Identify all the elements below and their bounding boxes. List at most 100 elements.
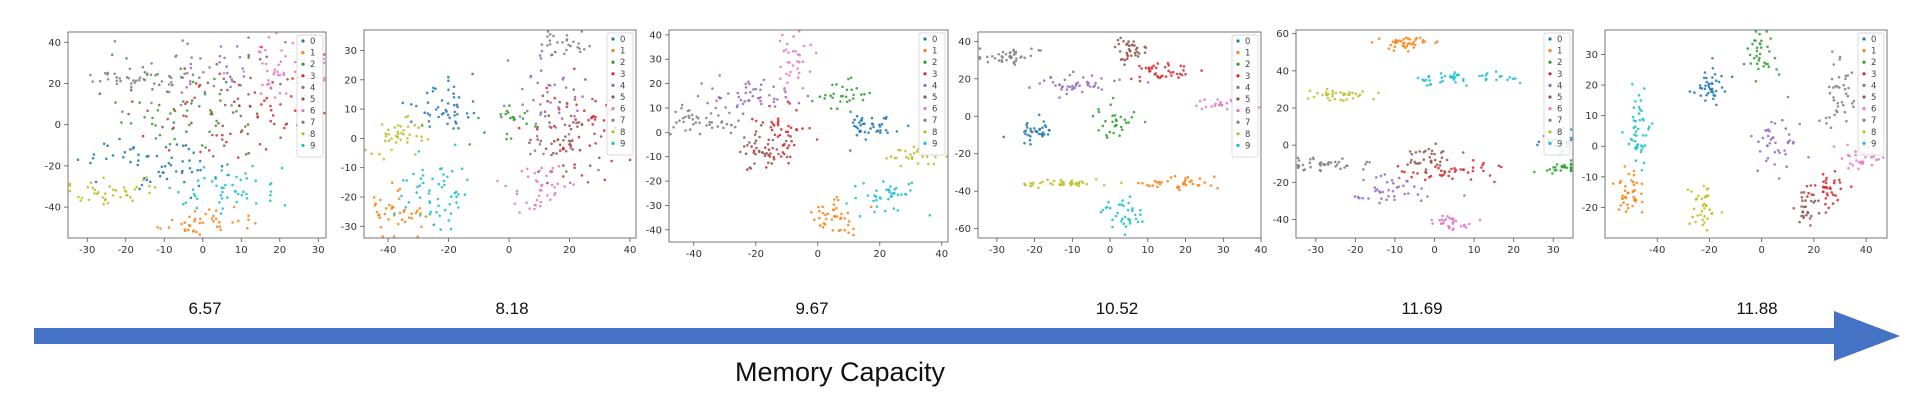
point-class-7	[1333, 160, 1337, 164]
x-tick-label: 20	[1507, 245, 1520, 256]
point-class-0	[1730, 75, 1734, 79]
point-class-8	[1059, 178, 1063, 182]
point-class-2	[1759, 46, 1763, 49]
point-class-4	[150, 62, 153, 65]
point-class-6	[1459, 224, 1463, 228]
point-class-9	[177, 190, 180, 194]
legend-marker-7	[301, 120, 305, 124]
point-class-9	[1131, 207, 1134, 210]
point-class-3	[1488, 174, 1492, 177]
point-class-8	[1720, 211, 1724, 214]
point-class-6	[1877, 158, 1880, 161]
point-class-2	[1115, 119, 1118, 123]
point-class-1	[1423, 40, 1427, 43]
point-class-6	[784, 48, 788, 51]
point-class-5	[565, 102, 569, 105]
point-class-1	[1621, 194, 1624, 197]
point-class-0	[188, 159, 191, 162]
point-class-4	[539, 113, 542, 116]
x-tick-label: 20	[563, 245, 576, 256]
point-class-8	[1708, 208, 1711, 211]
point-class-4	[179, 103, 183, 107]
point-class-0	[1041, 131, 1045, 134]
point-class-4	[717, 96, 721, 99]
point-class-5	[1122, 40, 1125, 43]
point-class-9	[203, 176, 206, 180]
point-class-5	[286, 78, 289, 81]
point-class-6	[556, 182, 560, 186]
point-class-0	[457, 96, 461, 99]
point-class-5	[1427, 147, 1430, 151]
point-class-1	[400, 218, 404, 221]
point-class-2	[156, 72, 159, 76]
point-class-9	[226, 196, 229, 199]
legend-label-1: 1	[620, 47, 625, 57]
point-class-3	[1410, 175, 1413, 179]
point-class-5	[1443, 170, 1446, 173]
point-class-4	[1766, 144, 1769, 147]
point-class-3	[265, 96, 269, 100]
point-class-4	[1766, 134, 1770, 138]
point-class-5	[131, 100, 134, 103]
point-class-3	[289, 95, 293, 98]
point-class-8	[1029, 181, 1032, 185]
point-class-4	[1385, 198, 1388, 202]
point-class-8	[133, 188, 137, 191]
point-class-3	[1164, 75, 1168, 78]
point-class-2	[1548, 168, 1552, 171]
point-class-9	[1514, 77, 1517, 80]
point-class-4	[1381, 190, 1384, 194]
point-class-1	[1394, 39, 1397, 43]
point-class-3	[1827, 206, 1830, 210]
point-class-0	[471, 72, 474, 76]
point-class-3	[1437, 166, 1440, 170]
legend-label-0: 0	[1245, 37, 1250, 47]
point-class-5	[279, 136, 282, 139]
point-class-0	[94, 180, 98, 184]
point-class-3	[1182, 65, 1186, 68]
point-class-6	[553, 193, 556, 196]
point-class-7	[119, 79, 122, 83]
point-class-0	[1029, 127, 1032, 131]
point-class-2	[110, 53, 114, 57]
point-class-0	[1044, 125, 1048, 129]
point-class-6	[1203, 98, 1206, 101]
point-class-9	[268, 183, 272, 186]
point-class-4	[736, 104, 739, 107]
point-class-4	[185, 86, 188, 89]
point-class-9	[1139, 208, 1142, 212]
point-class-8	[1702, 184, 1706, 188]
point-class-9	[1128, 195, 1132, 198]
point-class-0	[860, 116, 864, 120]
point-class-6	[513, 202, 516, 206]
point-class-4	[502, 104, 506, 108]
point-class-1	[1640, 182, 1644, 186]
point-class-1	[1421, 38, 1425, 42]
point-class-8	[420, 123, 424, 126]
point-class-7	[578, 50, 582, 54]
point-class-0	[860, 118, 863, 122]
x-tick-label: 10	[1468, 245, 1481, 256]
point-class-5	[568, 124, 571, 127]
point-class-9	[928, 213, 932, 217]
memory-capacity-label: Memory Capacity	[735, 357, 946, 387]
point-class-3	[541, 94, 545, 98]
point-class-9	[234, 189, 237, 193]
point-class-8	[406, 114, 410, 118]
point-class-0	[196, 168, 199, 172]
point-class-8	[912, 145, 916, 148]
point-class-6	[1864, 156, 1867, 159]
point-class-7	[1843, 110, 1847, 114]
point-class-3	[584, 78, 587, 81]
point-class-9	[1637, 94, 1641, 97]
point-class-2	[1130, 115, 1134, 119]
legend-marker-2	[611, 60, 615, 64]
legend-label-9: 9	[1871, 139, 1876, 149]
point-class-4	[1049, 75, 1052, 79]
point-class-0	[1702, 76, 1706, 80]
point-class-0	[89, 161, 92, 165]
point-class-1	[377, 213, 381, 216]
point-class-9	[1627, 142, 1631, 146]
point-class-4	[1767, 128, 1770, 131]
